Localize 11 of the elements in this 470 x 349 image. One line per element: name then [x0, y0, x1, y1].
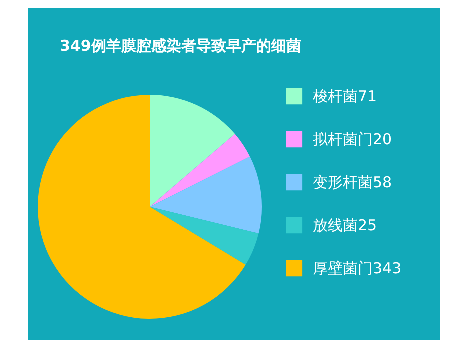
legend-label: 放线菌25 [313, 216, 378, 234]
pie-slice [150, 207, 259, 265]
legend-label: 厚壁菌门343 [313, 260, 402, 278]
legend-label: 变形杆菌58 [313, 174, 392, 192]
pie-slice [38, 95, 246, 319]
legend-label: 梭杆菌71 [313, 88, 378, 106]
chart-title: 349例羊膜腔感染者导致早产的细菌 [60, 37, 302, 55]
pie-slice [150, 134, 250, 207]
legend-label: 拟杆菌门20 [313, 130, 392, 148]
pie-slice [150, 95, 236, 207]
pie-slice [150, 156, 262, 234]
